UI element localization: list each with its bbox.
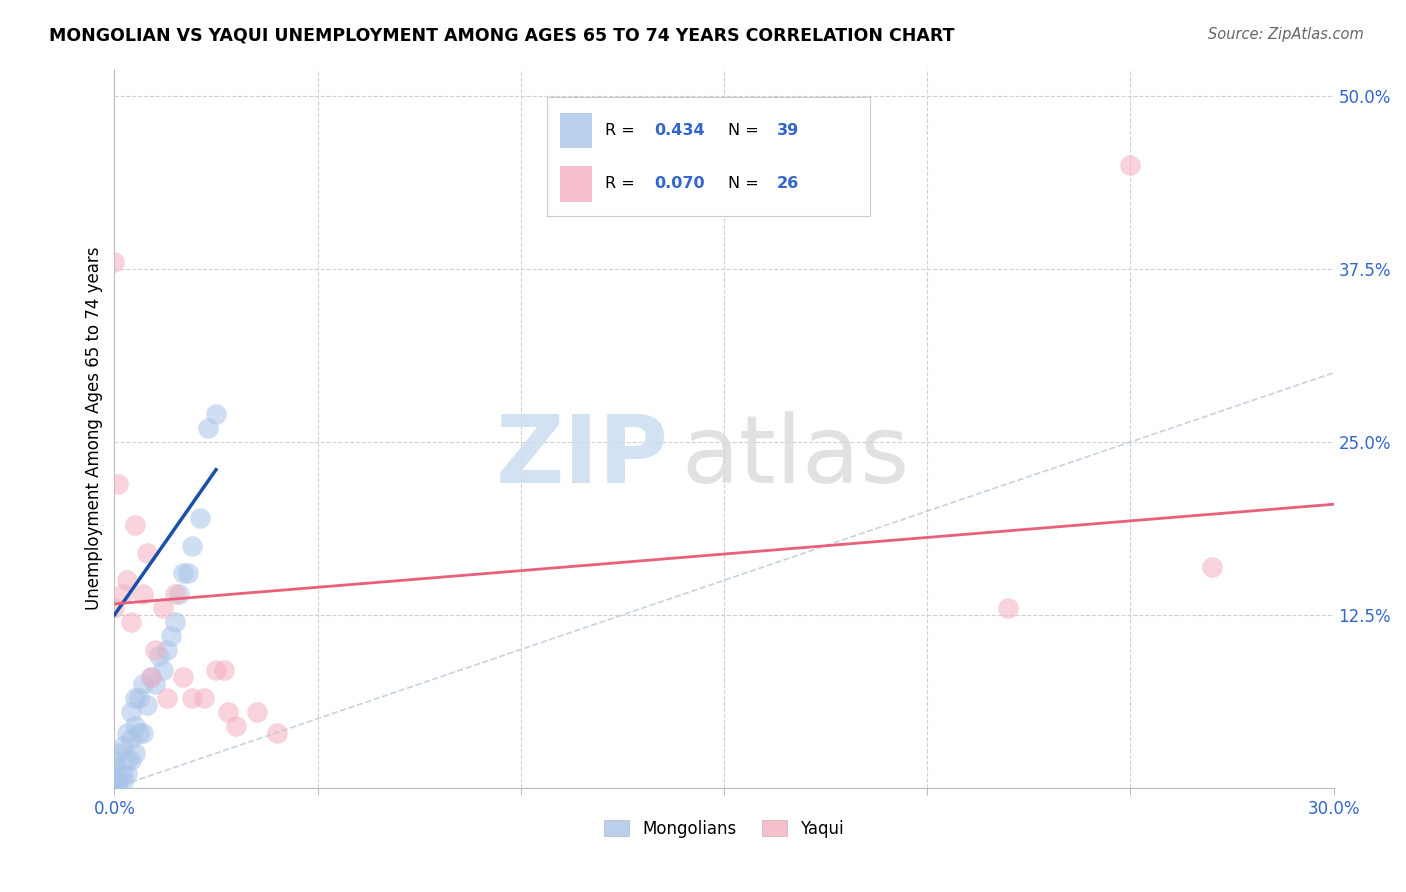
- Point: [188, 511, 211, 525]
- Text: MONGOLIAN VS YAQUI UNEMPLOYMENT AMONG AGES 65 TO 74 YEARS CORRELATION CHART: MONGOLIAN VS YAQUI UNEMPLOYMENT AMONG AG…: [49, 27, 955, 45]
- Point: [205, 663, 228, 677]
- Point: [152, 663, 174, 677]
- Point: [107, 780, 129, 795]
- Point: [173, 566, 195, 581]
- Point: [132, 677, 155, 691]
- Point: [120, 732, 142, 747]
- Point: [212, 663, 235, 677]
- Point: [103, 760, 125, 774]
- Point: [124, 718, 146, 732]
- Point: [143, 642, 166, 657]
- Point: [103, 780, 125, 795]
- Point: [135, 546, 157, 560]
- Point: [120, 705, 142, 719]
- Point: [217, 705, 239, 719]
- Point: [143, 677, 166, 691]
- Point: [1119, 158, 1142, 172]
- Point: [152, 601, 174, 615]
- Point: [120, 615, 142, 629]
- Point: [115, 725, 138, 739]
- Point: [225, 718, 247, 732]
- Point: [132, 725, 155, 739]
- Point: [173, 670, 195, 684]
- Point: [124, 690, 146, 705]
- Point: [128, 725, 150, 739]
- Point: [148, 649, 170, 664]
- Point: [997, 601, 1019, 615]
- Point: [111, 739, 134, 754]
- Point: [111, 767, 134, 781]
- Point: [103, 601, 125, 615]
- Point: [132, 587, 155, 601]
- Point: [135, 698, 157, 712]
- Point: [115, 767, 138, 781]
- Point: [103, 753, 125, 767]
- Point: [176, 566, 198, 581]
- Point: [139, 670, 162, 684]
- Point: [197, 421, 219, 435]
- Point: [246, 705, 269, 719]
- Point: [103, 773, 125, 788]
- Point: [115, 753, 138, 767]
- Point: [111, 773, 134, 788]
- Y-axis label: Unemployment Among Ages 65 to 74 years: Unemployment Among Ages 65 to 74 years: [86, 246, 103, 610]
- Point: [160, 629, 183, 643]
- Point: [205, 408, 228, 422]
- Point: [124, 746, 146, 760]
- Point: [103, 767, 125, 781]
- Text: Source: ZipAtlas.com: Source: ZipAtlas.com: [1208, 27, 1364, 42]
- Point: [139, 670, 162, 684]
- Point: [169, 587, 191, 601]
- Point: [120, 753, 142, 767]
- Point: [128, 690, 150, 705]
- Point: [107, 476, 129, 491]
- Point: [266, 725, 288, 739]
- Point: [180, 690, 202, 705]
- Point: [165, 615, 187, 629]
- Point: [115, 574, 138, 588]
- Point: [180, 539, 202, 553]
- Point: [103, 255, 125, 269]
- Point: [1201, 559, 1223, 574]
- Point: [165, 587, 187, 601]
- Point: [193, 690, 215, 705]
- Text: atlas: atlas: [682, 411, 910, 503]
- Text: ZIP: ZIP: [496, 411, 669, 503]
- Legend: Mongolians, Yaqui: Mongolians, Yaqui: [598, 813, 851, 844]
- Point: [124, 518, 146, 533]
- Point: [156, 642, 179, 657]
- Point: [111, 587, 134, 601]
- Point: [107, 746, 129, 760]
- Point: [107, 773, 129, 788]
- Point: [156, 690, 179, 705]
